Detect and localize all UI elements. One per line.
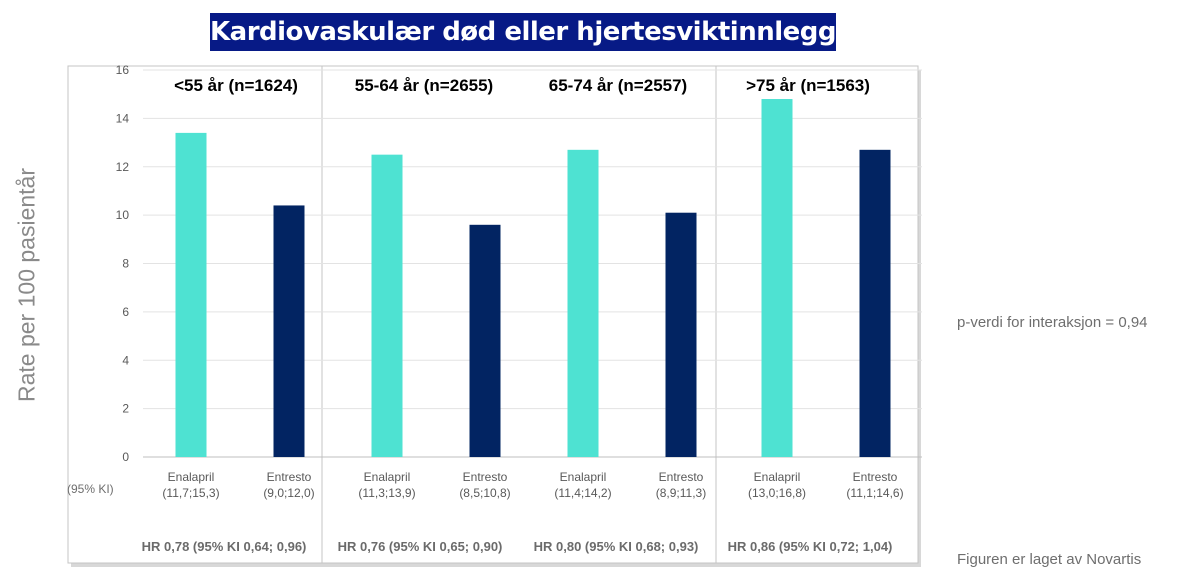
- hazard-ratio-label: HR 0,86 (95% KI 0,72; 1,04): [728, 539, 893, 554]
- interaction-p-value: p-verdi for interaksjon = 0,94: [957, 314, 1148, 331]
- ci-value-label: (11,3;13,9): [358, 486, 415, 500]
- ci-value-label: (13,0;16,8): [748, 486, 806, 500]
- entresto-bar: [665, 212, 697, 457]
- chart-title: Kardiovaskulær død eller hjertesviktinnl…: [210, 13, 894, 51]
- x-category-label: Entresto: [267, 470, 312, 484]
- x-category-label: Entresto: [463, 470, 508, 484]
- ci-value-label: (9,0;12,0): [263, 486, 314, 500]
- x-category-label: Enalapril: [364, 470, 411, 484]
- x-category-label: Enalapril: [168, 470, 215, 484]
- enalapril-bar: [761, 99, 793, 458]
- entresto-bar: [273, 205, 305, 457]
- entresto-bar: [469, 224, 501, 457]
- enalapril-bar: [371, 154, 403, 457]
- age-group-label: 55-64 år (n=2655): [355, 76, 493, 95]
- ci-row-label: (95% KI): [67, 482, 114, 496]
- hazard-ratio-label: HR 0,76 (95% KI 0,65; 0,90): [338, 539, 503, 554]
- credit-note: Figuren er laget av Novartis: [957, 551, 1142, 568]
- entresto-bar: [859, 149, 891, 457]
- ci-value-label: (11,4;14,2): [554, 486, 611, 500]
- y-tick-label: 16: [116, 63, 130, 77]
- y-tick-label: 0: [122, 450, 129, 464]
- age-group-label: >75 år (n=1563): [746, 76, 870, 95]
- x-category-label: Enalapril: [560, 470, 607, 484]
- ci-value-label: (11,1;14,6): [846, 486, 903, 500]
- ci-value-label: (8,9;11,3): [656, 486, 706, 500]
- age-group-label: 65-74 år (n=2557): [549, 76, 687, 95]
- y-tick-label: 4: [122, 353, 129, 367]
- ci-value-label: (11,7;15,3): [162, 486, 219, 500]
- enalapril-bar: [567, 149, 599, 457]
- y-tick-label: 8: [122, 257, 129, 271]
- ci-value-label: (8,5;10,8): [459, 486, 510, 500]
- y-tick-label: 12: [116, 160, 130, 174]
- y-tick-label: 10: [116, 208, 130, 222]
- x-category-label: Entresto: [659, 470, 704, 484]
- y-tick-label: 6: [122, 305, 129, 319]
- y-tick-label: 14: [116, 111, 130, 125]
- y-tick-label: 2: [122, 402, 129, 416]
- age-group-label: <55 år (n=1624): [174, 76, 298, 95]
- enalapril-bar: [175, 132, 207, 457]
- hazard-ratio-label: HR 0,80 (95% KI 0,68; 0,93): [534, 539, 699, 554]
- x-category-label: Enalapril: [754, 470, 801, 484]
- x-category-label: Entresto: [853, 470, 898, 484]
- hazard-ratio-label: HR 0,78 (95% KI 0,64; 0,96): [142, 539, 307, 554]
